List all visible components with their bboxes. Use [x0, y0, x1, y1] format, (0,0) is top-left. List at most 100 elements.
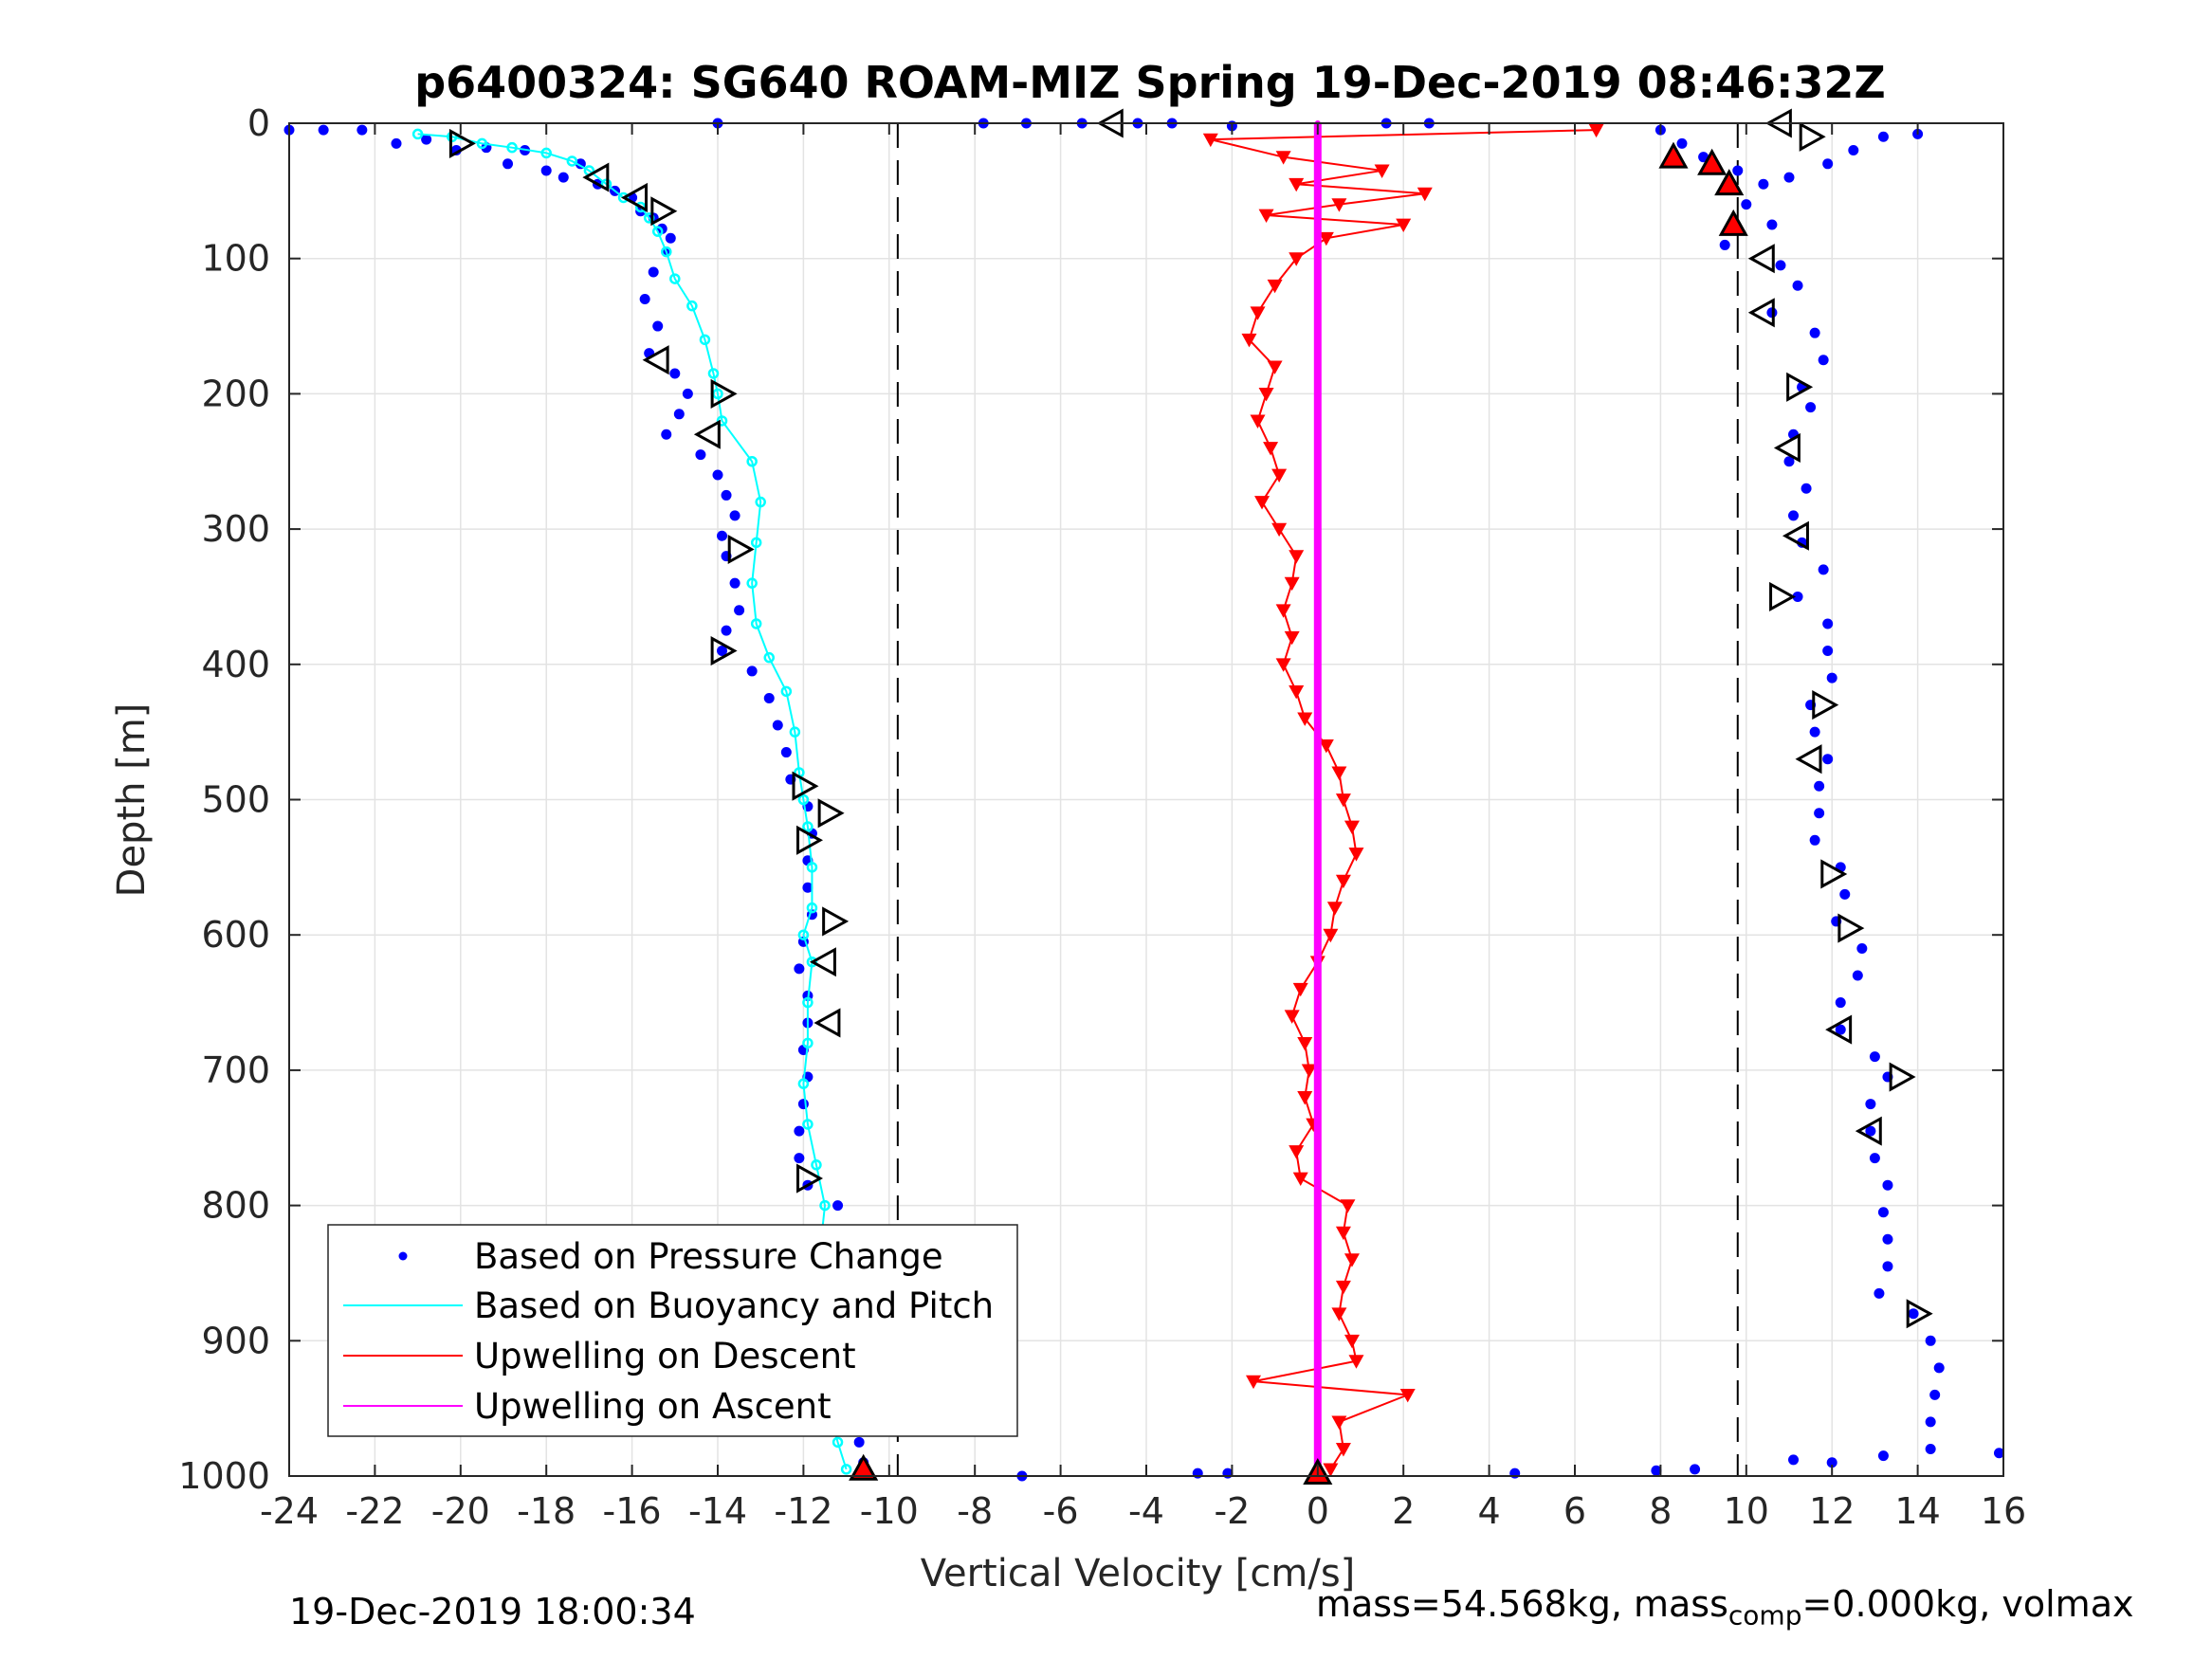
upwelling-descent-point — [1335, 1226, 1351, 1241]
upwelling-ascent-point — [1314, 391, 1321, 397]
left-triangle-marker — [1782, 520, 1809, 551]
left-triangle-marker — [642, 345, 669, 375]
x-tick-label: 2 — [1392, 1490, 1415, 1532]
upwelling-descent-point — [1267, 360, 1283, 374]
buoyancy-pitch-point — [802, 821, 814, 832]
x-tick-label: -14 — [688, 1490, 747, 1532]
pressure-change-point — [356, 124, 368, 136]
upwelling-descent-point — [1258, 209, 1274, 224]
pressure-change-point — [1809, 726, 1820, 738]
upwelling-ascent-point — [1314, 661, 1321, 667]
buoyancy-pitch-point — [699, 334, 711, 346]
pressure-change-point — [648, 266, 659, 278]
y-tick-label: 700 — [201, 1049, 270, 1091]
x-tick-label: -10 — [860, 1490, 919, 1532]
pressure-change-point — [391, 137, 402, 149]
upwelling-descent-point — [1289, 177, 1305, 192]
x-tick-label: 10 — [1724, 1490, 1769, 1532]
pressure-change-point — [1809, 327, 1820, 338]
x-tick-label: -2 — [1214, 1490, 1250, 1532]
buoyancy-pitch-point — [476, 137, 488, 150]
right-triangle-marker — [727, 534, 755, 565]
red-up-triangle-marker — [849, 1453, 879, 1481]
buoyancy-pitch-point — [617, 191, 630, 204]
upwelling-descent-point — [1271, 468, 1288, 483]
upwelling-descent-point — [1348, 1355, 1364, 1369]
x-tick-label: 16 — [1981, 1490, 2026, 1532]
pressure-change-point — [1882, 1233, 1893, 1245]
pressure-change-point — [763, 692, 775, 703]
pressure-change-point — [1869, 1153, 1880, 1164]
x-tick-label: -4 — [1128, 1490, 1164, 1532]
left-triangle-marker — [1825, 1014, 1853, 1045]
pressure-change-point — [1925, 1416, 1936, 1428]
buoyancy-pitch-point — [540, 147, 552, 159]
legend-swatch-pressure — [398, 1251, 408, 1261]
legend-item-ascent: Upwelling on Ascent — [474, 1386, 832, 1427]
outlier-point — [1651, 1465, 1662, 1476]
left-triangle-marker — [1855, 1116, 1882, 1146]
pressure-change-point — [1758, 178, 1769, 190]
buoyancy-pitch-point — [750, 537, 762, 549]
upwelling-descent-point — [1318, 739, 1334, 754]
right-triangle-marker — [817, 798, 845, 829]
upwelling-descent-point — [1323, 1463, 1339, 1477]
buoyancy-pitch-point — [686, 300, 698, 312]
upwelling-descent-point — [1318, 231, 1334, 246]
pressure-change-point — [1882, 1179, 1893, 1191]
buoyancy-pitch-point — [840, 1464, 852, 1475]
pressure-change-point — [1835, 997, 1846, 1009]
red-up-triangle-marker — [1658, 141, 1689, 169]
y-tick-label: 800 — [201, 1185, 270, 1227]
legend-box — [327, 1224, 1018, 1437]
pressure-change-point — [503, 158, 514, 170]
pressure-change-point — [1848, 145, 1859, 156]
pressure-change-point — [661, 428, 672, 440]
pressure-change-point — [1814, 808, 1825, 819]
right-triangle-marker — [710, 635, 738, 666]
left-triangle-marker — [1747, 244, 1775, 274]
x-tick-label: -24 — [260, 1490, 319, 1532]
legend-item-buoyancy: Based on Buoyancy and Pitch — [474, 1285, 994, 1326]
pressure-change-point — [1783, 456, 1795, 467]
pressure-change-point — [1741, 199, 1752, 210]
right-triangle-marker — [1769, 581, 1797, 611]
upwelling-descent-point — [1344, 820, 1360, 835]
axis-ticks: -24 -22 -20 -18 -16 -14 -12 -10 -8 -6 -4 -2 0 2 4 6 8 10 1… — [178, 102, 2026, 1532]
pressure-change-point — [1877, 131, 1889, 142]
y-tick-label: 100 — [201, 238, 270, 280]
buoyancy-pitch-point — [806, 862, 818, 873]
upwelling-descent-point — [1271, 522, 1288, 538]
left-triangle-marker — [809, 947, 836, 977]
pressure-change-point — [1809, 834, 1820, 846]
outlier-point — [1877, 1450, 1889, 1462]
buoyancy-pitch-point — [789, 726, 801, 738]
pressure-change-point — [794, 963, 805, 975]
left-triangle-marker — [814, 1008, 841, 1038]
footer-mass-sub: comp — [1728, 1599, 1802, 1632]
upwelling-descent-point — [1254, 496, 1271, 510]
pressure-change-point — [639, 294, 650, 305]
buoyancy-pitch-point — [806, 902, 818, 914]
upwelling-descent-point — [1292, 982, 1308, 997]
pressure-change-point — [794, 1125, 805, 1137]
x-tick-label: -20 — [431, 1490, 490, 1532]
buoyancy-pitch-point — [797, 929, 810, 940]
x-tick-label: 6 — [1563, 1490, 1586, 1532]
pressure-change-point — [652, 320, 664, 332]
upwelling-descent-point — [1275, 658, 1291, 672]
pressure-change-point — [802, 882, 814, 893]
upwelling-ascent-point — [1314, 1338, 1321, 1344]
buoyancy-pitch-point — [661, 246, 672, 258]
x-tick-label: -22 — [345, 1490, 404, 1532]
upwelling-ascent-point — [1314, 1202, 1321, 1209]
pressure-change-point — [746, 665, 758, 677]
upwelling-ascent-point — [1314, 796, 1321, 803]
x-tick-label: -12 — [774, 1490, 832, 1532]
pressure-change-point — [1852, 970, 1863, 981]
pressure-change-point — [1856, 942, 1868, 954]
upwelling-descent-point — [1289, 252, 1305, 266]
upwelling-descent-point — [1284, 576, 1300, 592]
right-triangle-marker — [792, 771, 819, 801]
